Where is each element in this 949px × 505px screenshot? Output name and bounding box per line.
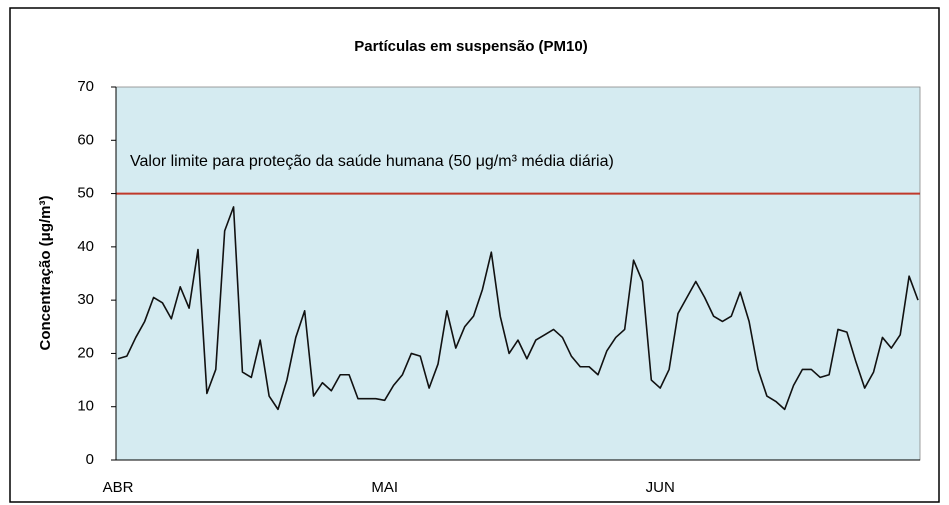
y-tick-label: 70 — [77, 78, 94, 95]
data-line — [117, 206, 919, 411]
y-tick-label: 50 — [77, 185, 94, 202]
frame — [9, 7, 940, 503]
y-axis-label: Concentração (μg/m³) — [37, 195, 54, 350]
plot-area — [115, 86, 921, 461]
y-tick-label: 10 — [77, 398, 94, 415]
x-tick-label: JUN — [646, 479, 675, 496]
x-tick-label: MAI — [371, 479, 398, 496]
x-tick-label: ABR — [103, 479, 134, 496]
y-tick-label: 30 — [77, 291, 94, 308]
chart-title: Partículas em suspensão (PM10) — [354, 38, 587, 55]
y-tick-label: 40 — [77, 238, 94, 255]
limit-annotation: Valor limite para proteção da saúde huma… — [130, 153, 614, 170]
y-tick-label: 20 — [77, 344, 94, 361]
y-tick-label: 60 — [77, 131, 94, 148]
y-tick-label: 0 — [86, 451, 94, 468]
